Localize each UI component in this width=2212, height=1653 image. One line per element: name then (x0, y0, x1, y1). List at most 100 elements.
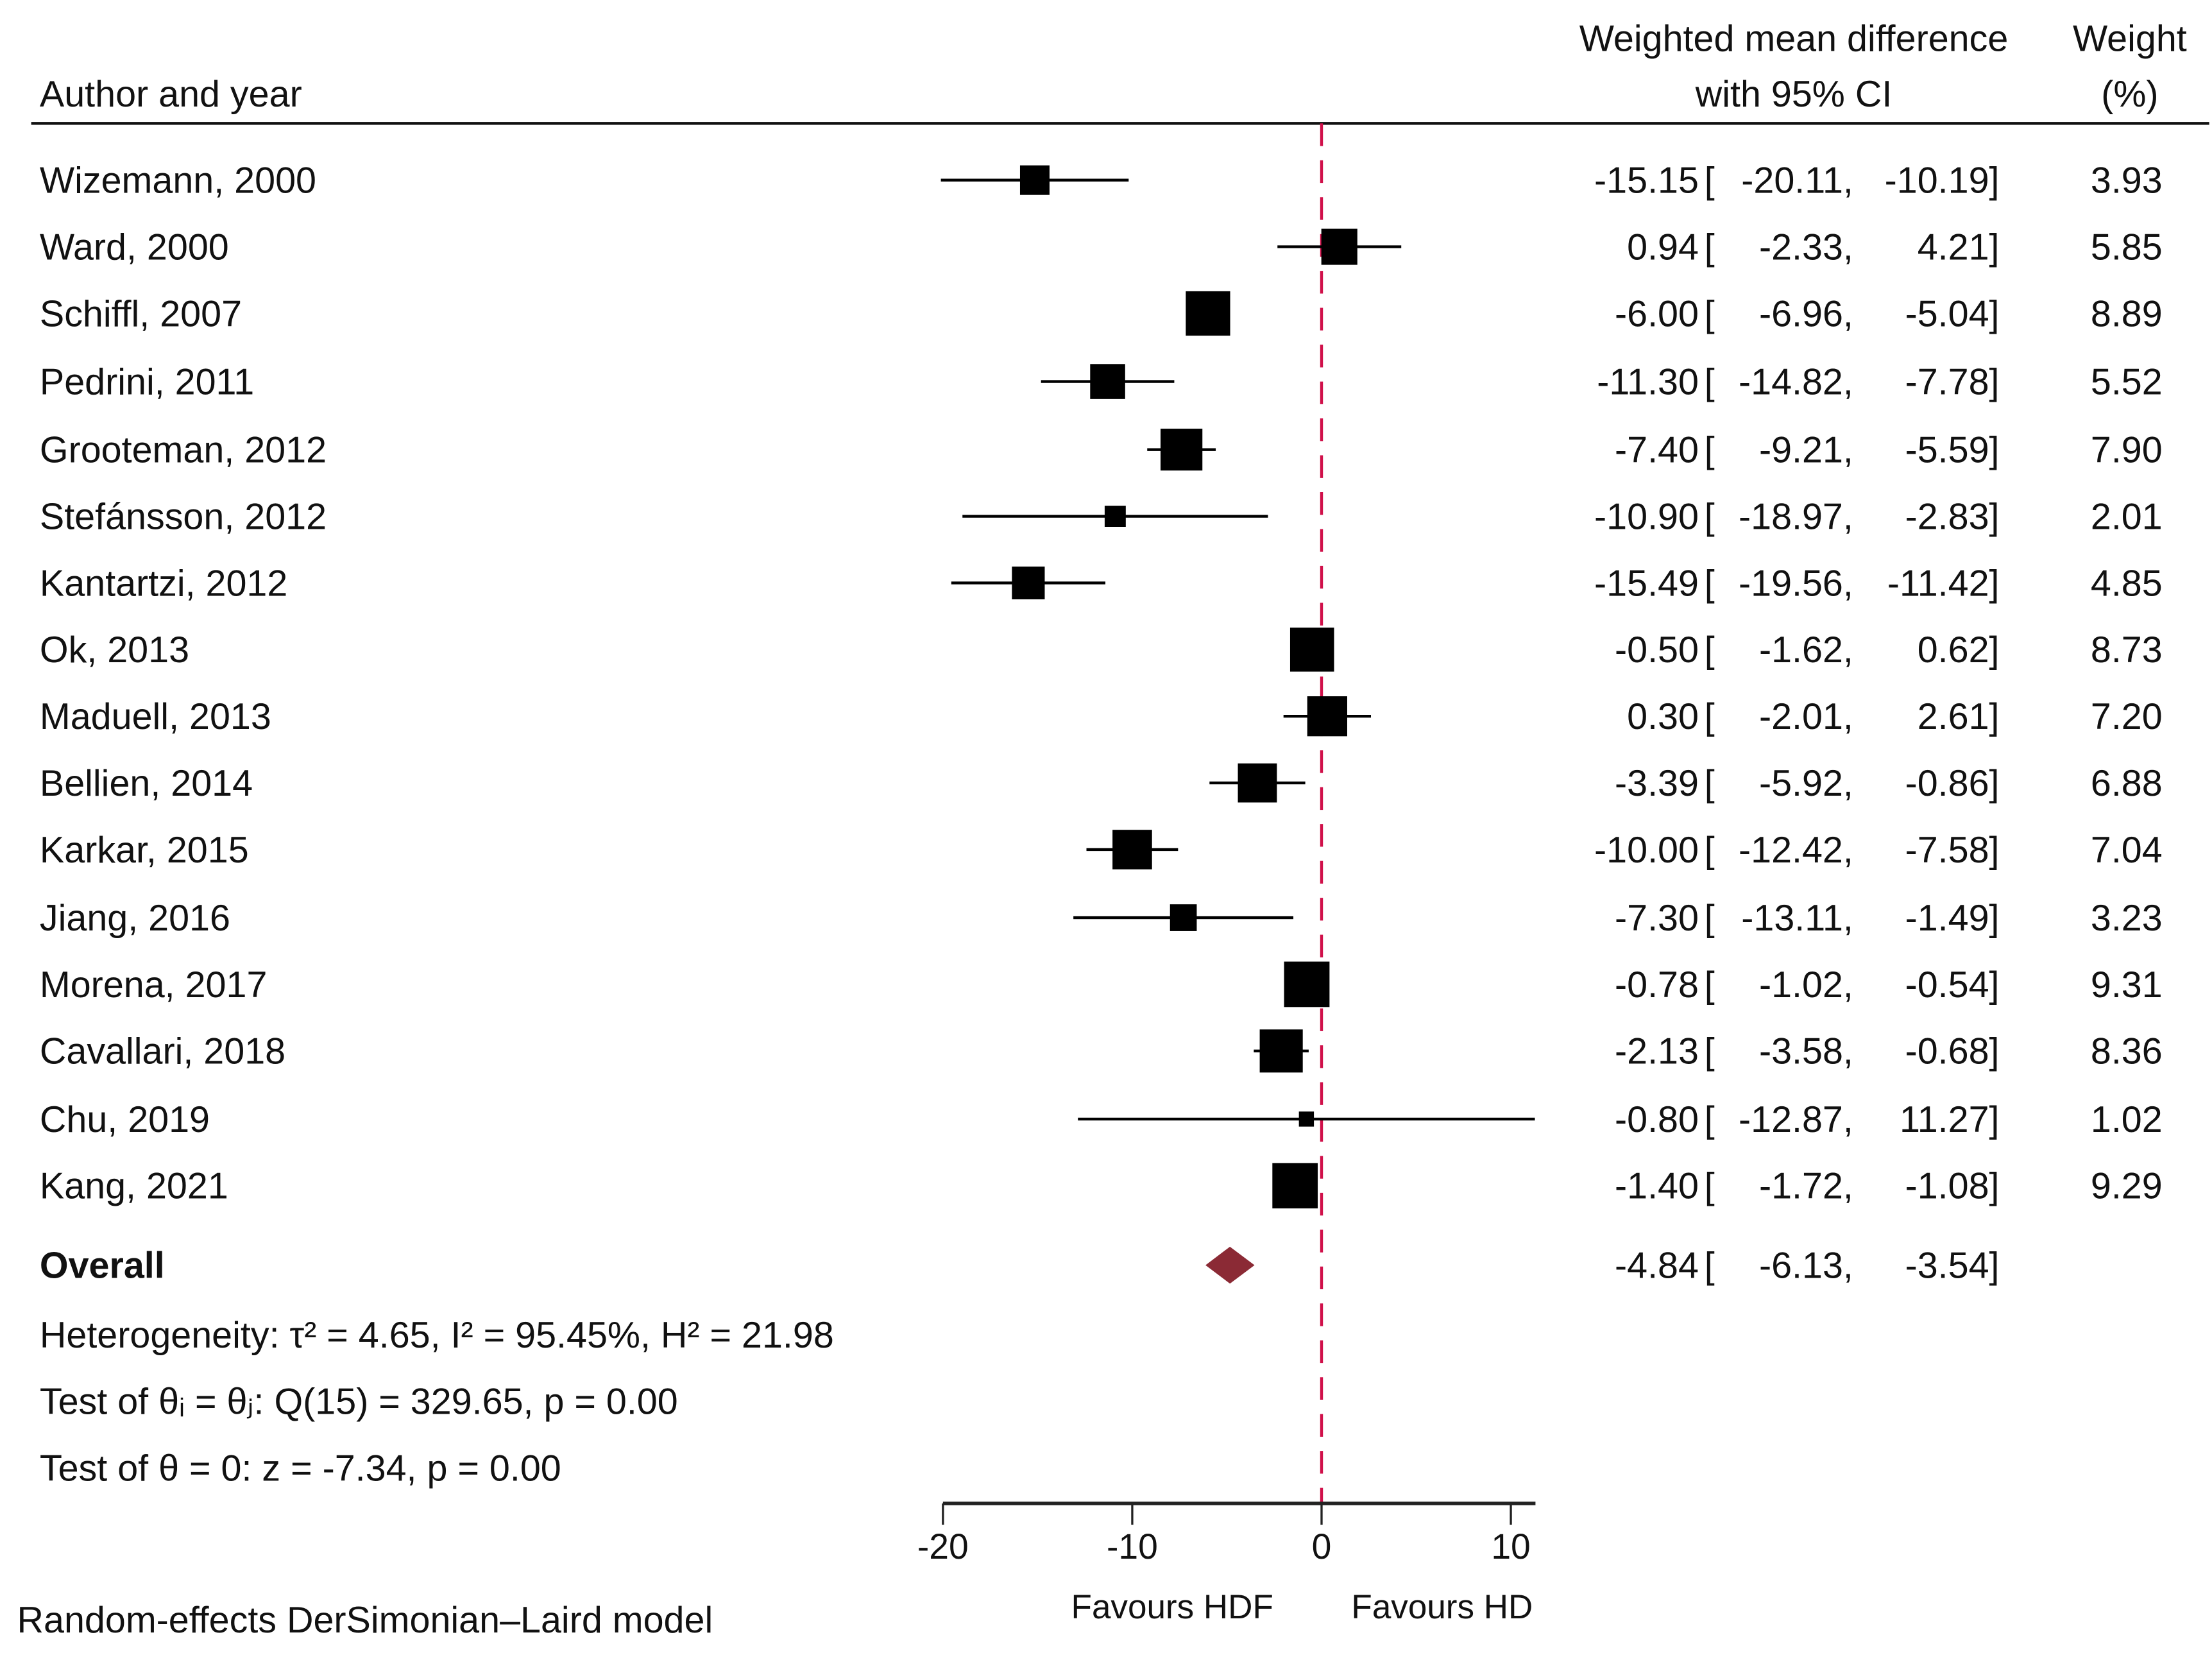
overall-label: Overall (40, 1245, 165, 1286)
favours-right: Favours HD (1351, 1588, 1533, 1626)
effect-square (1104, 506, 1126, 527)
ci-lower: -3.58, (1759, 1031, 1853, 1072)
ci-lower: -12.42, (1739, 830, 1853, 871)
ci-lower: -14.82, (1739, 361, 1853, 402)
study-label: Stefánsson, 2012 (40, 496, 327, 537)
ci-lower: -12.87, (1739, 1099, 1853, 1140)
study-row: Grooteman, 2012 -7.40[-9.21, -5.59] 7.90 (40, 429, 2163, 471)
study-row: Jiang, 2016 -7.30[-13.11, -1.49] 3.23 (40, 898, 2163, 939)
study-label: Pedrini, 2011 (40, 361, 254, 402)
study-row: Cavallari, 2018 -2.13[-3.58, -0.68] 8.36 (40, 1029, 2163, 1073)
effect-estimate: -3.39 (1615, 763, 1699, 804)
ci-upper: 0.62] (1918, 630, 2000, 671)
ci-upper: -7.58] (1905, 830, 2000, 871)
effect-square (1170, 904, 1197, 931)
ci-bracket: [ (1705, 430, 1715, 471)
ci-lower: -2.01, (1759, 696, 1853, 737)
effect-square (1307, 696, 1347, 737)
ci-lower: -5.92, (1759, 763, 1853, 804)
ci-bracket: [ (1705, 630, 1715, 671)
ci-lower: -9.21, (1759, 430, 1853, 471)
ci-bracket: [ (1705, 830, 1715, 871)
ci-upper: -5.59] (1905, 430, 2000, 471)
header-effect-2: with 95% CI (1695, 74, 1893, 115)
ci-upper: 4.21] (1918, 227, 2000, 268)
ci-bracket: [ (1705, 227, 1715, 268)
ci-upper: -10.19] (1885, 160, 2000, 201)
study-label: Jiang, 2016 (40, 898, 230, 939)
study-label: Kang, 2021 (40, 1166, 228, 1207)
study-row: Bellien, 2014 -3.39[-5.92, -0.86] 6.88 (40, 763, 2163, 804)
effect-estimate: -1.40 (1615, 1166, 1699, 1207)
study-weight: 3.93 (2091, 160, 2163, 201)
ci-lower: -19.56, (1739, 563, 1853, 604)
study-weight: 7.90 (2091, 430, 2163, 471)
ci-upper: -1.08] (1905, 1166, 2000, 1207)
study-weight: 5.85 (2091, 227, 2163, 268)
study-row: Stefánsson, 2012 -10.90[ -18.97, -2.83] 2.01 (40, 496, 2163, 537)
study-label: Morena, 2017 (40, 964, 268, 1006)
study-weight: 5.52 (2091, 361, 2163, 402)
study-row: Schiffl, 2007 -6.00[ -6.96, -5.04] 8.89 (40, 291, 2163, 336)
header-effect-1: Weighted mean difference (1579, 19, 2009, 60)
ci-lower: -20.11, (1741, 160, 1853, 201)
overall-diamond (1205, 1246, 1255, 1284)
study-weight: 6.88 (2091, 763, 2163, 804)
ci-bracket: [ (1705, 964, 1715, 1006)
study-label: Grooteman, 2012 (40, 430, 327, 471)
ci-upper: -0.54] (1905, 964, 2000, 1006)
study-row: Kantartzi, 2012 -15.49[-19.56, -11.42] 4.85 (40, 563, 2163, 604)
effect-estimate: -15.15 (1594, 160, 1699, 201)
effect-square (1298, 1111, 1314, 1127)
ci-upper: -0.68] (1905, 1031, 2000, 1072)
favours-left: Favours HDF (1071, 1588, 1273, 1626)
study-weight: 8.73 (2091, 630, 2163, 671)
effect-square (1238, 763, 1277, 803)
effect-estimate: -15.49 (1594, 563, 1699, 604)
ci-bracket: [ (1705, 160, 1715, 201)
study-label: Karkar, 2015 (40, 830, 249, 871)
x-tick-label: 10 (1491, 1527, 1530, 1566)
model-note: Random-effects DerSimonian–Laird model (17, 1600, 713, 1641)
effect-square (1112, 830, 1152, 869)
ci-upper: -2.83] (1905, 496, 2000, 537)
effect-estimate: -6.00 (1615, 293, 1699, 334)
study-weight: 4.85 (2091, 563, 2163, 604)
study-weight: 1.02 (2091, 1099, 2163, 1140)
study-row: Ok, 2013 -0.50[-1.62, 0.62] 8.73 (40, 628, 2163, 672)
effect-estimate: 0.30 (1627, 696, 1699, 737)
x-tick-label: -10 (1107, 1527, 1158, 1566)
effect-estimate: -10.90 (1594, 496, 1699, 537)
effect-estimate: -0.50 (1615, 630, 1699, 671)
ci-lower: -18.97, (1739, 496, 1853, 537)
study-label: Bellien, 2014 (40, 763, 253, 804)
study-weight: 8.89 (2091, 293, 2163, 334)
ci-upper: -11.42] (1887, 563, 2000, 604)
stat-heterogeneity: Heterogeneity: τ² = 4.65, I² = 95.45%, H… (40, 1315, 834, 1356)
ci-lower: -6.96, (1759, 293, 1853, 334)
study-row: Wizemann, 2000 -15.15[ -20.11, -10.19] 3.93 (40, 160, 2163, 201)
study-label: Wizemann, 2000 (40, 160, 316, 201)
header-weight-2: (%) (2101, 74, 2158, 115)
study-row: Kang, 2021 -1.40[-1.72, -1.08] 9.29 (40, 1163, 2163, 1209)
effect-square (1090, 364, 1125, 399)
ci-bracket: [ (1705, 293, 1715, 334)
ci-bracket: [ (1705, 563, 1715, 604)
effect-square (1321, 228, 1357, 265)
ci-lower: -13.11, (1741, 898, 1853, 939)
ci-bracket: [ (1705, 496, 1715, 537)
overall-row: Overall -4.84[-6.13, -3.54] (40, 1245, 2000, 1286)
study-label: Schiffl, 2007 (40, 293, 242, 334)
ci-upper: -5.04] (1905, 293, 2000, 334)
effect-square (1161, 429, 1203, 471)
study-weight: 2.01 (2091, 496, 2163, 537)
effect-square (1012, 566, 1045, 599)
effect-square (1284, 961, 1330, 1007)
stat-test-zero: Test of θ = 0: z = -7.34, p = 0.00 (40, 1448, 561, 1489)
ci-bracket: [ (1705, 696, 1715, 737)
stat-test-equal: Test of θᵢ = θⱼ: Q(15) = 329.65, p = 0.0… (40, 1382, 678, 1423)
effect-estimate: -0.80 (1615, 1099, 1699, 1140)
study-row: Karkar, 2015 -10.00[-12.42, -7.58] 7.04 (40, 830, 2163, 871)
